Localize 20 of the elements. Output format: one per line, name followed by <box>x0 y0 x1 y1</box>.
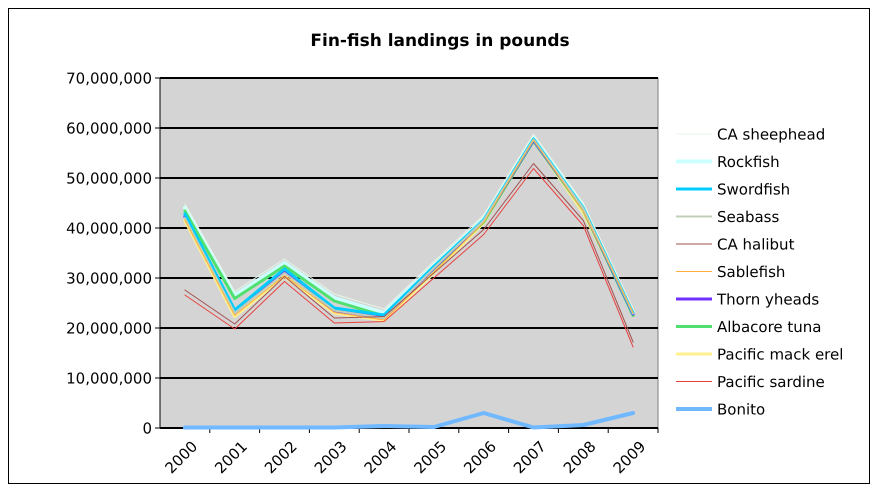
legend-label: Seabass <box>717 208 780 226</box>
legend-label: Bonito <box>717 400 766 418</box>
chart-title: Fin-fish landings in pounds <box>310 31 570 51</box>
legend-label: Rockfish <box>717 152 780 171</box>
y-tick-label: 0 <box>142 419 152 438</box>
y-tick-label: 60,000,000 <box>66 119 152 138</box>
legend-label: CA halibut <box>717 235 795 254</box>
y-tick-label: 40,000,000 <box>66 219 152 238</box>
legend-label: Pacific sardine <box>717 372 825 391</box>
legend-label: Sablefish <box>717 262 786 281</box>
y-tick-label: 20,000,000 <box>66 319 152 338</box>
legend-label: Albacore tuna <box>717 318 822 336</box>
legend-label: Swordfish <box>717 180 790 198</box>
y-tick-label: 50,000,000 <box>66 169 152 188</box>
y-tick-label: 10,000,000 <box>66 369 152 388</box>
legend-label: CA sheephead <box>717 125 826 144</box>
y-tick-label: 70,000,000 <box>66 69 152 88</box>
legend-label: Pacific mack erel <box>717 345 844 364</box>
legend-label: Thorn yheads <box>716 290 820 308</box>
y-tick-label: 30,000,000 <box>66 269 152 288</box>
